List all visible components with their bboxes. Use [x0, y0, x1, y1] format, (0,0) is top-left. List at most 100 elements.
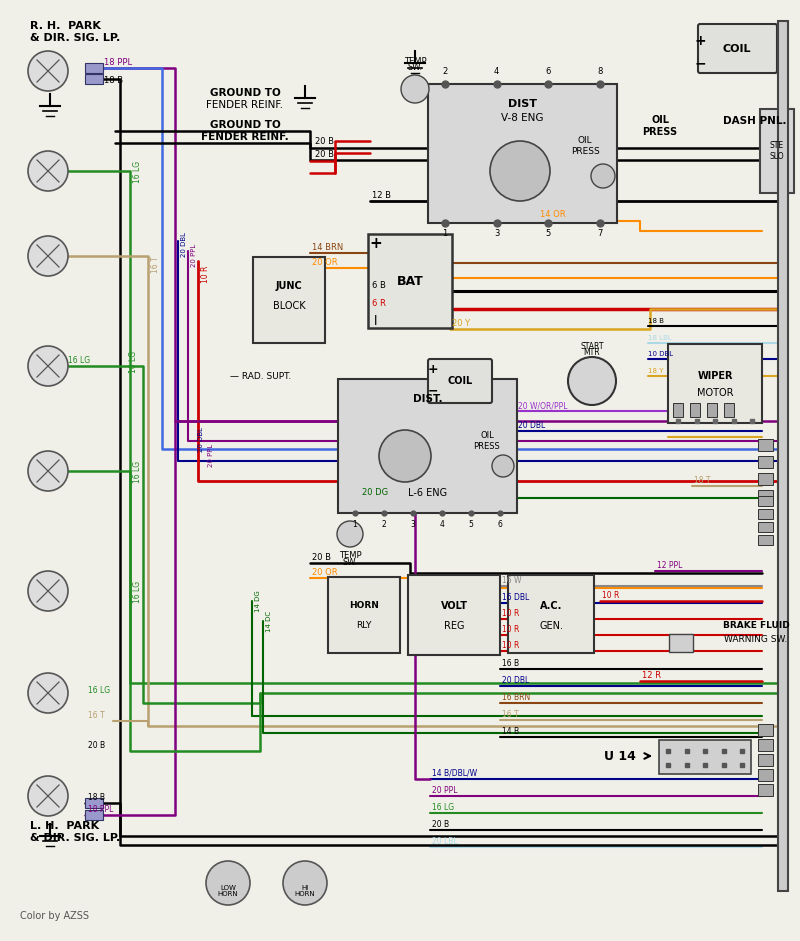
Circle shape: [568, 357, 616, 405]
Text: DIST.: DIST.: [413, 394, 442, 404]
Bar: [690, 403, 700, 417]
Circle shape: [28, 151, 68, 191]
Text: 5: 5: [546, 229, 551, 238]
Text: 20 PPL: 20 PPL: [208, 444, 214, 467]
Text: 4: 4: [494, 67, 499, 76]
FancyBboxPatch shape: [328, 577, 400, 653]
Text: 16 LG: 16 LG: [133, 461, 142, 483]
Text: 1: 1: [353, 520, 358, 529]
Bar: [758, 522, 773, 532]
FancyBboxPatch shape: [669, 634, 693, 652]
Circle shape: [28, 673, 68, 713]
Text: COIL: COIL: [447, 376, 473, 386]
Text: 16 LG: 16 LG: [432, 803, 454, 812]
Circle shape: [490, 141, 550, 201]
Text: 14 DG: 14 DG: [255, 590, 261, 612]
FancyBboxPatch shape: [408, 575, 500, 655]
Text: 16 B: 16 B: [502, 659, 519, 668]
FancyBboxPatch shape: [760, 109, 794, 193]
Text: RLY: RLY: [356, 621, 372, 630]
Text: +: +: [428, 362, 438, 375]
Text: MOTOR: MOTOR: [697, 388, 734, 398]
Bar: [758, 769, 773, 781]
Text: JUNC: JUNC: [276, 281, 302, 291]
Text: SW.: SW.: [342, 558, 358, 567]
Text: 14 DC: 14 DC: [266, 611, 272, 632]
FancyBboxPatch shape: [508, 575, 594, 653]
Text: 16 W: 16 W: [502, 576, 522, 585]
Text: 2: 2: [442, 67, 448, 76]
Text: WARNING SW.: WARNING SW.: [724, 634, 788, 644]
Text: OIL
PRESS: OIL PRESS: [642, 115, 678, 136]
Circle shape: [206, 861, 250, 905]
Text: Color by AZSS: Color by AZSS: [20, 911, 89, 921]
Text: 6 B: 6 B: [372, 281, 386, 290]
Circle shape: [28, 451, 68, 491]
Text: 10 R: 10 R: [502, 641, 519, 650]
Text: L-6 ENG: L-6 ENG: [408, 488, 447, 498]
Text: 20 PPL: 20 PPL: [191, 244, 197, 267]
Text: 14 OR: 14 OR: [540, 210, 566, 219]
Bar: [758, 509, 773, 519]
Text: 20 Y: 20 Y: [452, 319, 470, 328]
Text: 20 OR: 20 OR: [312, 258, 338, 267]
FancyBboxPatch shape: [668, 344, 762, 423]
Text: 10 R: 10 R: [502, 609, 519, 618]
Bar: [758, 784, 773, 796]
Text: 6: 6: [498, 520, 502, 529]
Text: GROUND TO
FENDER REINF.: GROUND TO FENDER REINF.: [201, 120, 289, 142]
Text: LOW
HORN: LOW HORN: [218, 885, 238, 898]
Text: 20 DBL: 20 DBL: [518, 421, 546, 430]
Text: COIL: COIL: [722, 44, 751, 54]
Bar: [758, 473, 773, 485]
Circle shape: [379, 430, 431, 482]
Text: BLOCK: BLOCK: [273, 301, 306, 311]
FancyBboxPatch shape: [338, 379, 517, 513]
Text: U 14: U 14: [604, 749, 636, 762]
Text: 18 T: 18 T: [694, 476, 710, 485]
Text: 20 B: 20 B: [432, 820, 449, 829]
Text: V-8 ENG: V-8 ENG: [502, 113, 544, 123]
Text: REG: REG: [444, 621, 464, 631]
Text: 6 R: 6 R: [372, 299, 386, 308]
Circle shape: [591, 164, 615, 188]
Text: VOLT: VOLT: [441, 601, 467, 611]
Circle shape: [283, 861, 327, 905]
Text: 12 R: 12 R: [642, 671, 661, 680]
Text: 16 LG: 16 LG: [88, 686, 110, 695]
Text: 18 B: 18 B: [88, 793, 105, 802]
Text: DIST: DIST: [508, 99, 537, 109]
Text: 18 PPL: 18 PPL: [104, 58, 132, 67]
Text: 14 B: 14 B: [502, 727, 519, 736]
Text: STE
SLO: STE SLO: [770, 141, 784, 161]
Text: 2: 2: [382, 520, 386, 529]
Text: HORN: HORN: [349, 601, 379, 611]
Text: 18 B: 18 B: [104, 76, 123, 85]
Text: 6: 6: [546, 67, 551, 76]
Bar: [758, 535, 773, 545]
Bar: [85, 810, 103, 820]
Text: 18 PPL: 18 PPL: [88, 805, 114, 814]
Bar: [758, 754, 773, 766]
Text: HI
HORN: HI HORN: [294, 885, 315, 898]
Text: 3: 3: [494, 229, 499, 238]
Text: 16 T: 16 T: [151, 256, 160, 273]
FancyBboxPatch shape: [659, 740, 751, 774]
Text: 16 LG: 16 LG: [68, 356, 90, 365]
Circle shape: [28, 776, 68, 816]
Text: 16 BRN: 16 BRN: [502, 693, 530, 702]
Text: GEN.: GEN.: [539, 621, 563, 631]
Text: 16 T: 16 T: [88, 711, 105, 720]
Text: −: −: [428, 385, 438, 397]
Text: MTR: MTR: [584, 348, 600, 357]
Text: BRAKE FLUID: BRAKE FLUID: [722, 620, 790, 630]
Text: 20 B: 20 B: [315, 150, 334, 159]
Text: L. H.  PARK
& DIR. SIG. LP.: L. H. PARK & DIR. SIG. LP.: [30, 821, 120, 842]
FancyBboxPatch shape: [428, 84, 617, 223]
Text: 3: 3: [410, 520, 415, 529]
Text: FENDER REINF.: FENDER REINF.: [206, 100, 283, 110]
Bar: [758, 456, 773, 468]
Text: OIL
PRESS: OIL PRESS: [570, 136, 599, 155]
Bar: [758, 739, 773, 751]
Bar: [758, 490, 773, 502]
